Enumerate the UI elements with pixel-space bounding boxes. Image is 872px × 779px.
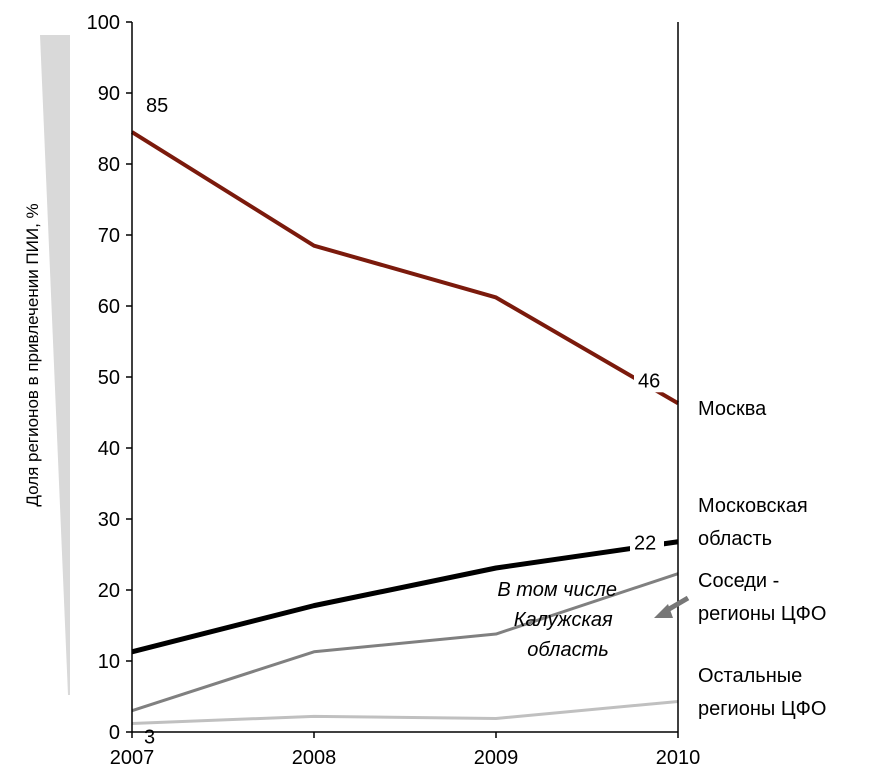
series-line-0: [130, 130, 680, 405]
y-tick-label: 90: [98, 83, 120, 105]
annotation-line-3: область: [527, 639, 609, 661]
data-label-bg: [630, 530, 664, 555]
data-label: 22: [634, 533, 656, 555]
legend-other: Остальные регионы ЦФО: [698, 665, 826, 720]
y-axis: 0 10 20 30 40 50 60 70 80 90 100: [87, 12, 132, 744]
y-tick-label: 70: [98, 225, 120, 247]
data-label: 46: [638, 370, 660, 392]
annotation-line-1: В том числе: [497, 579, 617, 601]
x-tick-label: 2010: [656, 747, 701, 769]
legend-moscow: Москва: [698, 398, 767, 420]
x-axis: 2007 2008 2009 2010: [110, 732, 701, 769]
data-label: 85: [146, 95, 168, 117]
y-tick-label: 100: [87, 12, 120, 34]
series-line-1: [131, 539, 679, 655]
data-label-bg: [634, 368, 668, 393]
series-line-3: [131, 699, 679, 725]
x-tick-label: 2009: [474, 747, 519, 769]
series-group: [130, 130, 680, 725]
y-tick-label: 60: [98, 296, 120, 318]
y-tick-label: 10: [98, 651, 120, 673]
y-tick-label: 50: [98, 367, 120, 389]
annotation-text: В том числе Калужская область: [497, 579, 622, 661]
y-tick-label: 80: [98, 154, 120, 176]
y-axis-title: Доля регионов в привлечении ПИИ, %: [23, 203, 42, 506]
annotation-arrow: [654, 595, 690, 618]
annotation-line-2: Калужская: [514, 609, 613, 631]
legend-neighbors: Соседи -регионы ЦФО: [698, 570, 826, 625]
x-tick-label: 2007: [110, 747, 155, 769]
data-labels: 85 46 22 3: [144, 95, 668, 749]
legend-moscow-oblast: Московская область: [698, 495, 808, 550]
axis-title-wedge: [40, 35, 70, 695]
y-tick-label: 30: [98, 509, 120, 531]
data-label: 3: [144, 727, 155, 749]
y-tick-label: 40: [98, 438, 120, 460]
y-tick-label: 0: [109, 722, 120, 744]
series-line-2: [131, 572, 679, 713]
y-tick-label: 20: [98, 580, 120, 602]
x-tick-label: 2008: [292, 747, 337, 769]
